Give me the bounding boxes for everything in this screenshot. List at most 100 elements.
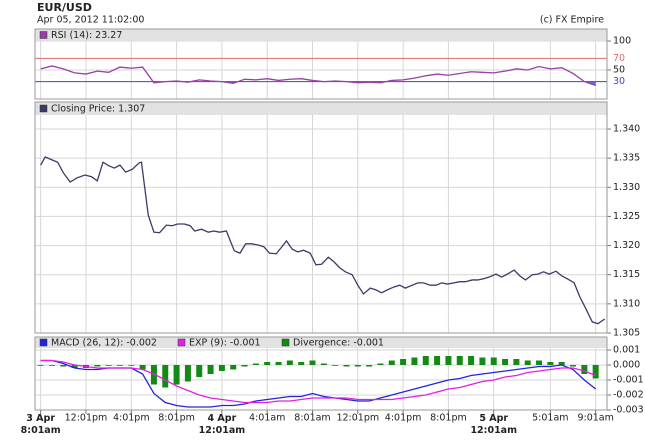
y-tick-label: -0.002 — [613, 390, 644, 401]
x-tick-label: 4:01am — [249, 413, 285, 424]
divergence-bar — [456, 356, 463, 365]
series-line — [40, 359, 596, 404]
panel-background — [35, 102, 607, 333]
y-tick-label: 0.000 — [613, 360, 640, 371]
divergence-bar — [592, 365, 599, 379]
divergence-bar — [502, 359, 509, 365]
divergence-bar — [116, 365, 123, 366]
divergence-bar — [411, 357, 418, 365]
divergence-bar — [48, 365, 55, 366]
series-line — [40, 65, 596, 87]
x-tick-label: 8:01pm — [430, 413, 467, 424]
legend-swatch — [39, 338, 48, 347]
divergence-bar — [490, 357, 497, 365]
divergence-bar — [570, 365, 577, 367]
divergence-bar — [445, 356, 452, 365]
x-tick-label: 4:01pm — [113, 413, 150, 424]
divergence-bar — [422, 356, 429, 365]
divergence-bar — [343, 365, 350, 367]
y-tick-label: 1.315 — [613, 269, 640, 280]
divergence-bar — [173, 365, 180, 385]
legend-swatch — [281, 338, 290, 347]
y-tick-label: 1.335 — [613, 153, 640, 164]
x-tick-label: 3 Apr 8:01am — [21, 413, 61, 436]
divergence-bar — [218, 365, 225, 371]
panel-border — [34, 101, 608, 334]
divergence-bar — [332, 365, 339, 366]
divergence-bar — [60, 365, 67, 367]
divergence-bar — [184, 365, 191, 382]
divergence-bar — [400, 359, 407, 365]
legend-label: EXP (9): -0.001 — [189, 338, 261, 349]
y-tick-label: 100 — [613, 36, 631, 47]
divergence-bar — [513, 359, 520, 365]
divergence-bar — [536, 360, 543, 365]
x-tick-label-line: 3 Apr — [26, 413, 55, 424]
divergence-bar — [252, 363, 259, 365]
x-tick-label: 8:01pm — [158, 413, 195, 424]
divergence-bar — [547, 362, 554, 365]
x-tick-label: 5 Apr 12:01am — [470, 413, 517, 436]
legend-strip — [35, 102, 607, 115]
legend-label: Divergence: -0.001 — [293, 338, 384, 349]
panel-border — [34, 336, 608, 411]
divergence-bar — [71, 365, 78, 368]
divergence-bar — [162, 365, 169, 388]
divergence-bar — [581, 365, 588, 374]
x-tick-label: 4:01pm — [385, 413, 422, 424]
divergence-bar — [558, 362, 565, 365]
legend-strip — [35, 29, 607, 41]
divergence-bar — [150, 365, 157, 385]
y-tick-label: -0.003 — [613, 405, 644, 416]
divergence-bar — [139, 365, 146, 370]
legend-label: Closing Price: 1.307 — [51, 104, 145, 115]
y-tick-label: 1.310 — [613, 298, 640, 309]
x-tick-label-line: 12:01am — [199, 425, 246, 436]
divergence-bar — [434, 356, 441, 365]
divergence-bar — [37, 365, 44, 366]
divergence-bar — [230, 365, 237, 370]
legend-label: RSI (14): 23.27 — [51, 30, 122, 41]
divergence-bar — [320, 363, 327, 365]
panel-border — [34, 28, 608, 100]
y-tick-label: 1.320 — [613, 240, 640, 251]
divergence-bar — [468, 356, 475, 365]
divergence-bar — [479, 357, 486, 365]
x-tick-label: 5:01am — [532, 413, 568, 424]
x-tick-label-line: 12:01am — [470, 425, 517, 436]
x-tick-label-line: 4 Apr — [208, 413, 237, 424]
legend-label: MACD (26, 12): -0.002 — [51, 338, 157, 349]
divergence-bar — [207, 365, 214, 374]
x-tick-label: 8:01am — [294, 413, 330, 424]
reference-label: 30 — [613, 76, 625, 87]
divergence-bar — [298, 362, 305, 365]
credit: (c) FX Empire — [540, 15, 604, 26]
legend-swatch — [177, 338, 186, 347]
divergence-bar — [366, 365, 373, 367]
divergence-bar — [264, 362, 271, 365]
divergence-bar — [524, 360, 531, 365]
y-tick-label: 0.001 — [613, 345, 640, 356]
x-tick-label-line: 8:01am — [21, 425, 61, 436]
y-tick-label: 50 — [613, 65, 625, 76]
x-tick-label: 9:01am — [577, 413, 613, 424]
divergence-bar — [128, 365, 135, 366]
y-tick-label: 1.305 — [613, 328, 640, 339]
divergence-bar — [388, 360, 395, 365]
divergence-bar — [309, 360, 316, 365]
y-tick-label: 1.325 — [613, 211, 640, 222]
divergence-bar — [275, 362, 282, 365]
series-line — [40, 156, 606, 325]
series-line — [40, 359, 597, 408]
legend-strip — [35, 337, 607, 348]
subtitle: Apr 05, 2012 11:02:00 — [37, 15, 144, 26]
y-tick-label: -0.001 — [613, 375, 644, 386]
legend-swatch — [39, 104, 48, 113]
divergence-bar — [354, 365, 361, 367]
x-tick-label: 4 Apr 12:01am — [199, 413, 246, 436]
legend-swatch — [39, 31, 48, 39]
title: EUR/USD — [37, 1, 92, 14]
x-tick-label: 12:01pm — [65, 413, 108, 424]
y-tick-label: 1.340 — [613, 123, 640, 134]
divergence-bar — [286, 360, 293, 365]
